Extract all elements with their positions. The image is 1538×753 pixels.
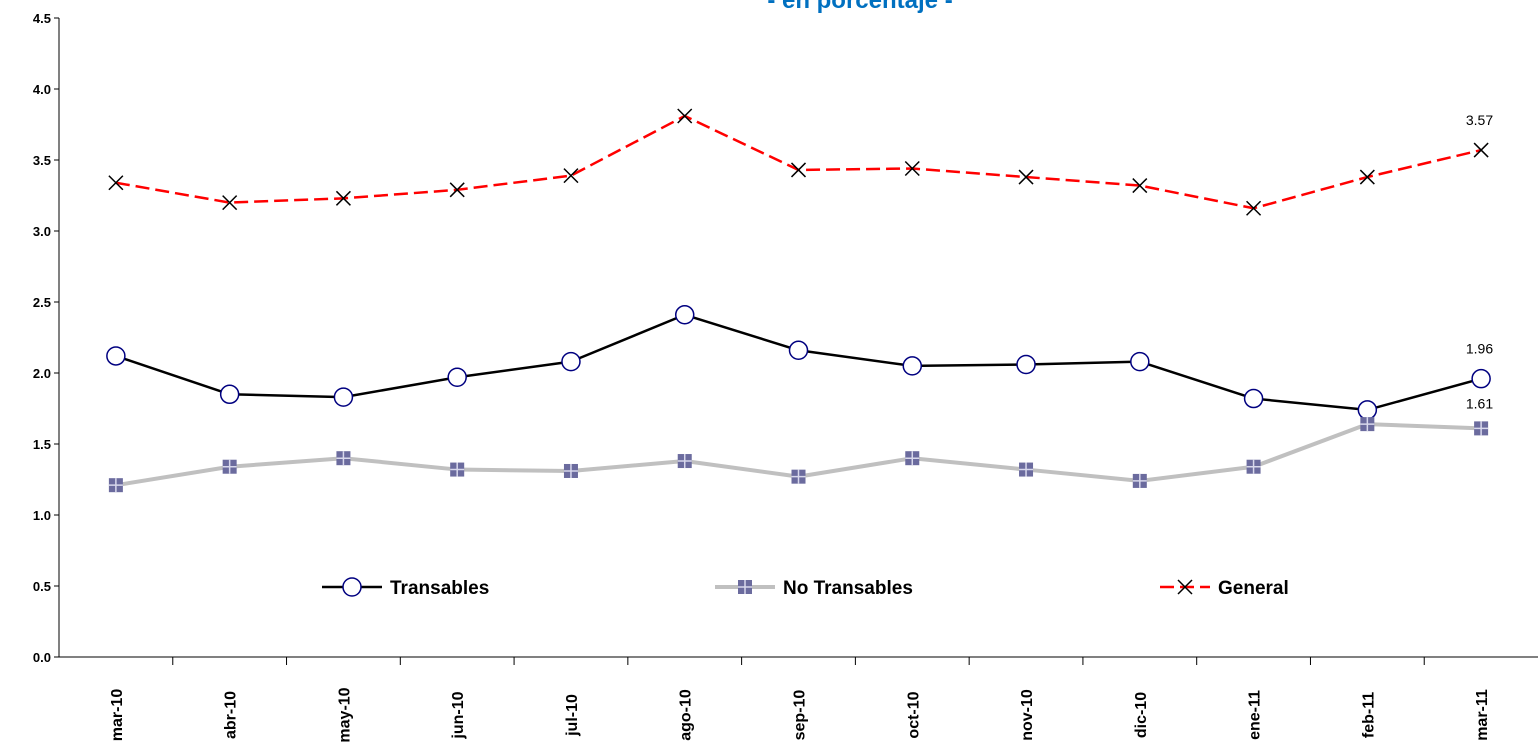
marker-cross <box>336 451 351 466</box>
x-tick-label: mar-10 <box>109 689 126 742</box>
marker <box>561 351 581 372</box>
y-tick-label: 1.0 <box>33 508 51 523</box>
y-tick-label: 2.0 <box>33 366 51 381</box>
marker-cross <box>450 462 465 477</box>
marker-cross <box>222 459 237 474</box>
marker <box>1360 417 1375 432</box>
chart-title: - en porcentaje - <box>767 0 952 14</box>
marker <box>1474 421 1489 436</box>
x-tick-label: abr-10 <box>223 691 240 739</box>
legend-label: General <box>1218 578 1289 599</box>
marker-cross <box>1246 459 1261 474</box>
marker <box>1359 169 1375 185</box>
marker <box>333 387 354 407</box>
x-tick-label: nov-10 <box>1019 689 1036 741</box>
x-tick-label: dic-10 <box>1133 692 1150 738</box>
marker <box>1243 388 1264 409</box>
marker <box>336 451 351 466</box>
x-tick-label: sep-10 <box>792 690 809 741</box>
marker <box>222 459 237 474</box>
marker <box>902 356 923 376</box>
series-line <box>115 313 1482 412</box>
y-tick-label: 1.5 <box>33 437 51 452</box>
marker <box>790 162 807 178</box>
marker <box>674 305 695 325</box>
y-tick-label: 3.5 <box>33 153 51 168</box>
marker <box>563 168 579 184</box>
marker <box>677 454 692 469</box>
legend-label: No Transables <box>783 578 913 599</box>
x-tick-label: jul-10 <box>564 694 581 737</box>
marker <box>1177 579 1193 595</box>
marker-cross <box>677 454 692 469</box>
marker <box>447 367 467 388</box>
marker-cross <box>905 451 920 466</box>
x-tick-label: ago-10 <box>678 689 695 741</box>
marker <box>905 451 920 466</box>
y-tick-label: 4.0 <box>33 82 51 97</box>
marker-cross <box>1360 417 1375 432</box>
y-tick-label: 0.5 <box>33 579 51 594</box>
y-tick-label: 3.0 <box>33 224 51 239</box>
marker-cross <box>1019 462 1034 477</box>
marker <box>108 175 124 191</box>
marker <box>1132 473 1147 488</box>
marker <box>1132 178 1148 194</box>
marker <box>1473 142 1489 158</box>
data-label: 1.61 <box>1466 395 1493 411</box>
marker <box>1019 462 1034 477</box>
marker <box>449 182 465 198</box>
marker-cross <box>563 463 578 478</box>
marker <box>1357 400 1378 420</box>
series-line <box>115 114 1482 210</box>
marker <box>219 384 240 405</box>
marker <box>1130 351 1150 372</box>
marker <box>106 346 126 366</box>
marker <box>738 580 752 594</box>
marker <box>904 160 920 177</box>
marker <box>108 478 123 493</box>
legend-label: Transables <box>390 578 489 599</box>
y-tick-label: 0.0 <box>33 650 51 665</box>
data-label: 1.96 <box>1466 341 1493 357</box>
x-tick-label: oct-10 <box>905 691 922 738</box>
marker <box>335 190 351 206</box>
marker <box>450 462 465 477</box>
marker <box>788 340 809 361</box>
marker <box>791 469 806 484</box>
marker <box>1018 169 1034 185</box>
data-label: 3.57 <box>1466 112 1493 128</box>
marker <box>1471 368 1491 389</box>
marker <box>677 108 693 124</box>
x-tick-label: jun-10 <box>450 691 467 739</box>
marker-cross <box>108 478 123 493</box>
marker <box>1016 354 1036 375</box>
y-tick-label: 2.5 <box>33 295 51 310</box>
marker-cross <box>1474 421 1489 436</box>
x-tick-label: mar-11 <box>1474 689 1491 741</box>
marker <box>1246 459 1261 474</box>
marker <box>222 195 238 211</box>
marker <box>1246 200 1262 216</box>
marker <box>342 577 362 597</box>
marker <box>563 463 578 478</box>
x-tick-label: may-10 <box>336 687 353 742</box>
x-tick-label: feb-11 <box>1360 692 1377 738</box>
marker-cross <box>791 469 806 484</box>
marker-cross <box>738 580 752 594</box>
x-tick-label: ene-11 <box>1247 690 1264 740</box>
marker-cross <box>1132 473 1147 488</box>
y-tick-label: 4.5 <box>33 11 51 26</box>
